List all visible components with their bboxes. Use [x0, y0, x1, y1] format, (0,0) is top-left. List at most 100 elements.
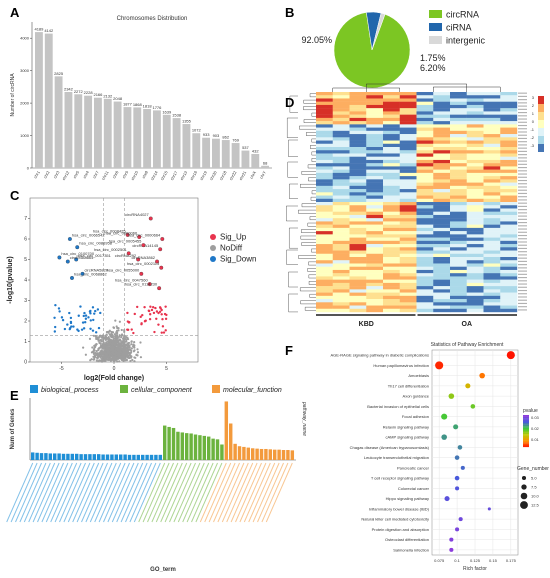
- row-dendrogram-branch: [289, 95, 298, 113]
- go-term-label: [37, 462, 64, 523]
- go-term-label: [125, 462, 152, 523]
- heatmap-cell: [483, 282, 501, 287]
- heatmap-cell: [433, 279, 451, 284]
- go-bar-biological_process: [132, 454, 136, 460]
- row-dendrogram-branch: [310, 145, 316, 149]
- heatmap-cell: [316, 159, 333, 164]
- heatmap-cell: [500, 111, 518, 115]
- heatmap-cell: [433, 227, 451, 232]
- heatmap-cell: [416, 305, 434, 309]
- pvalue-legend-title: pvalue: [523, 408, 538, 414]
- bar-chr17: [172, 118, 181, 168]
- heatmap-cell: [450, 114, 467, 119]
- panel-letter-e: E: [10, 388, 19, 403]
- pathway-dot: [455, 486, 460, 491]
- row-name: [518, 218, 527, 220]
- heatmap-cell: [383, 108, 400, 112]
- pathway-dot: [506, 351, 515, 360]
- go-bar-biological_process: [119, 454, 123, 460]
- pathway-dot: [449, 537, 454, 542]
- row-name: [518, 238, 527, 240]
- heatmap-cell: [433, 305, 451, 309]
- heatmap-cell: [316, 247, 333, 251]
- point-nodiff: [92, 334, 95, 337]
- bar-chr6: [113, 101, 122, 168]
- point-sig-up: [140, 322, 143, 325]
- heatmap-cell: [416, 127, 434, 132]
- heatmap-cell: [466, 202, 484, 206]
- row-name: [518, 160, 527, 162]
- point-nodiff: [116, 347, 119, 351]
- heatmap-cell: [332, 104, 350, 109]
- x-tick-label: chr10: [130, 169, 140, 181]
- heatmap-cell: [366, 269, 384, 274]
- heatmap-cell: [500, 237, 518, 242]
- right-axis-label: pathway_name: [301, 401, 307, 436]
- point-nodiff: [95, 349, 98, 353]
- heatmap-cell: [316, 208, 333, 212]
- go-bar-biological_process: [141, 454, 145, 460]
- point-label: hsa_circ_0086958: [79, 241, 112, 246]
- heatmap-cell: [316, 182, 333, 187]
- row-dendrogram-branch: [287, 117, 298, 138]
- x-tick-label: chr1: [33, 169, 42, 179]
- heatmap-cell: [433, 192, 451, 196]
- heatmap-cell: [500, 143, 518, 148]
- point-nodiff: [120, 357, 123, 360]
- go-term-label: [111, 462, 139, 523]
- heatmap-cell: [450, 150, 467, 154]
- bar-chr20: [212, 138, 220, 168]
- row-dendrogram-branch: [311, 190, 316, 195]
- heatmap-cell: [383, 205, 400, 209]
- bar-value-label: 1868: [133, 102, 143, 107]
- go-bar-cellular_component: [207, 436, 211, 460]
- point-nodiff: [115, 350, 118, 353]
- heatmap-cell: [483, 189, 501, 193]
- row-name: [518, 147, 527, 149]
- heatmap-cell: [416, 95, 434, 99]
- heatmap-cell: [433, 114, 451, 119]
- point-nodiff: [117, 340, 120, 343]
- heatmap-cell: [366, 282, 384, 287]
- point-nodiff: [131, 358, 134, 362]
- legend-label: molecular_function: [223, 387, 282, 394]
- row-dendrogram-branch: [301, 171, 316, 175]
- heatmap-cell: [483, 308, 501, 313]
- point-nodiff: [133, 349, 136, 352]
- heatmap-cell: [399, 305, 417, 309]
- go-bar-biological_process: [158, 454, 163, 460]
- heatmap-cell: [500, 214, 518, 219]
- go-bar-biological_process: [145, 454, 149, 460]
- point-sig-up: [164, 305, 167, 308]
- point-nodiff: [117, 327, 120, 330]
- heatmap-cell: [483, 127, 501, 132]
- point-nodiff: [118, 360, 121, 363]
- bar-chr5: [74, 94, 83, 168]
- bar-value-label: 2048: [113, 96, 123, 101]
- go-term-label: [177, 462, 205, 523]
- heatmap-cell: [383, 266, 400, 271]
- go-term-label: [208, 462, 236, 523]
- heatmap-cell: [349, 134, 367, 138]
- heatmap-cell: [466, 189, 484, 193]
- heatmap-cell: [416, 302, 434, 306]
- heatmap-cell: [349, 224, 367, 229]
- heatmap-cell: [366, 273, 384, 277]
- heatmap-cell: [483, 237, 501, 242]
- heatmap-cell: [332, 305, 350, 309]
- go-term-label: [160, 462, 188, 523]
- heatmap-cell: [416, 299, 434, 303]
- heatmap-cell: [332, 276, 350, 280]
- row-dendrogram-branch: [303, 106, 316, 110]
- heatmap-cell: [466, 292, 484, 297]
- heatmap-cell: [316, 234, 333, 238]
- heatmap-cell: [316, 179, 333, 183]
- pathway-dot: [453, 424, 459, 430]
- heatmap-cell: [332, 169, 350, 174]
- heatmap-cell: [466, 150, 484, 154]
- heatmap-cell: [399, 244, 417, 248]
- heatmap-cell: [450, 176, 467, 180]
- heatmap-cell: [366, 244, 384, 248]
- heatmap-cell: [332, 111, 350, 115]
